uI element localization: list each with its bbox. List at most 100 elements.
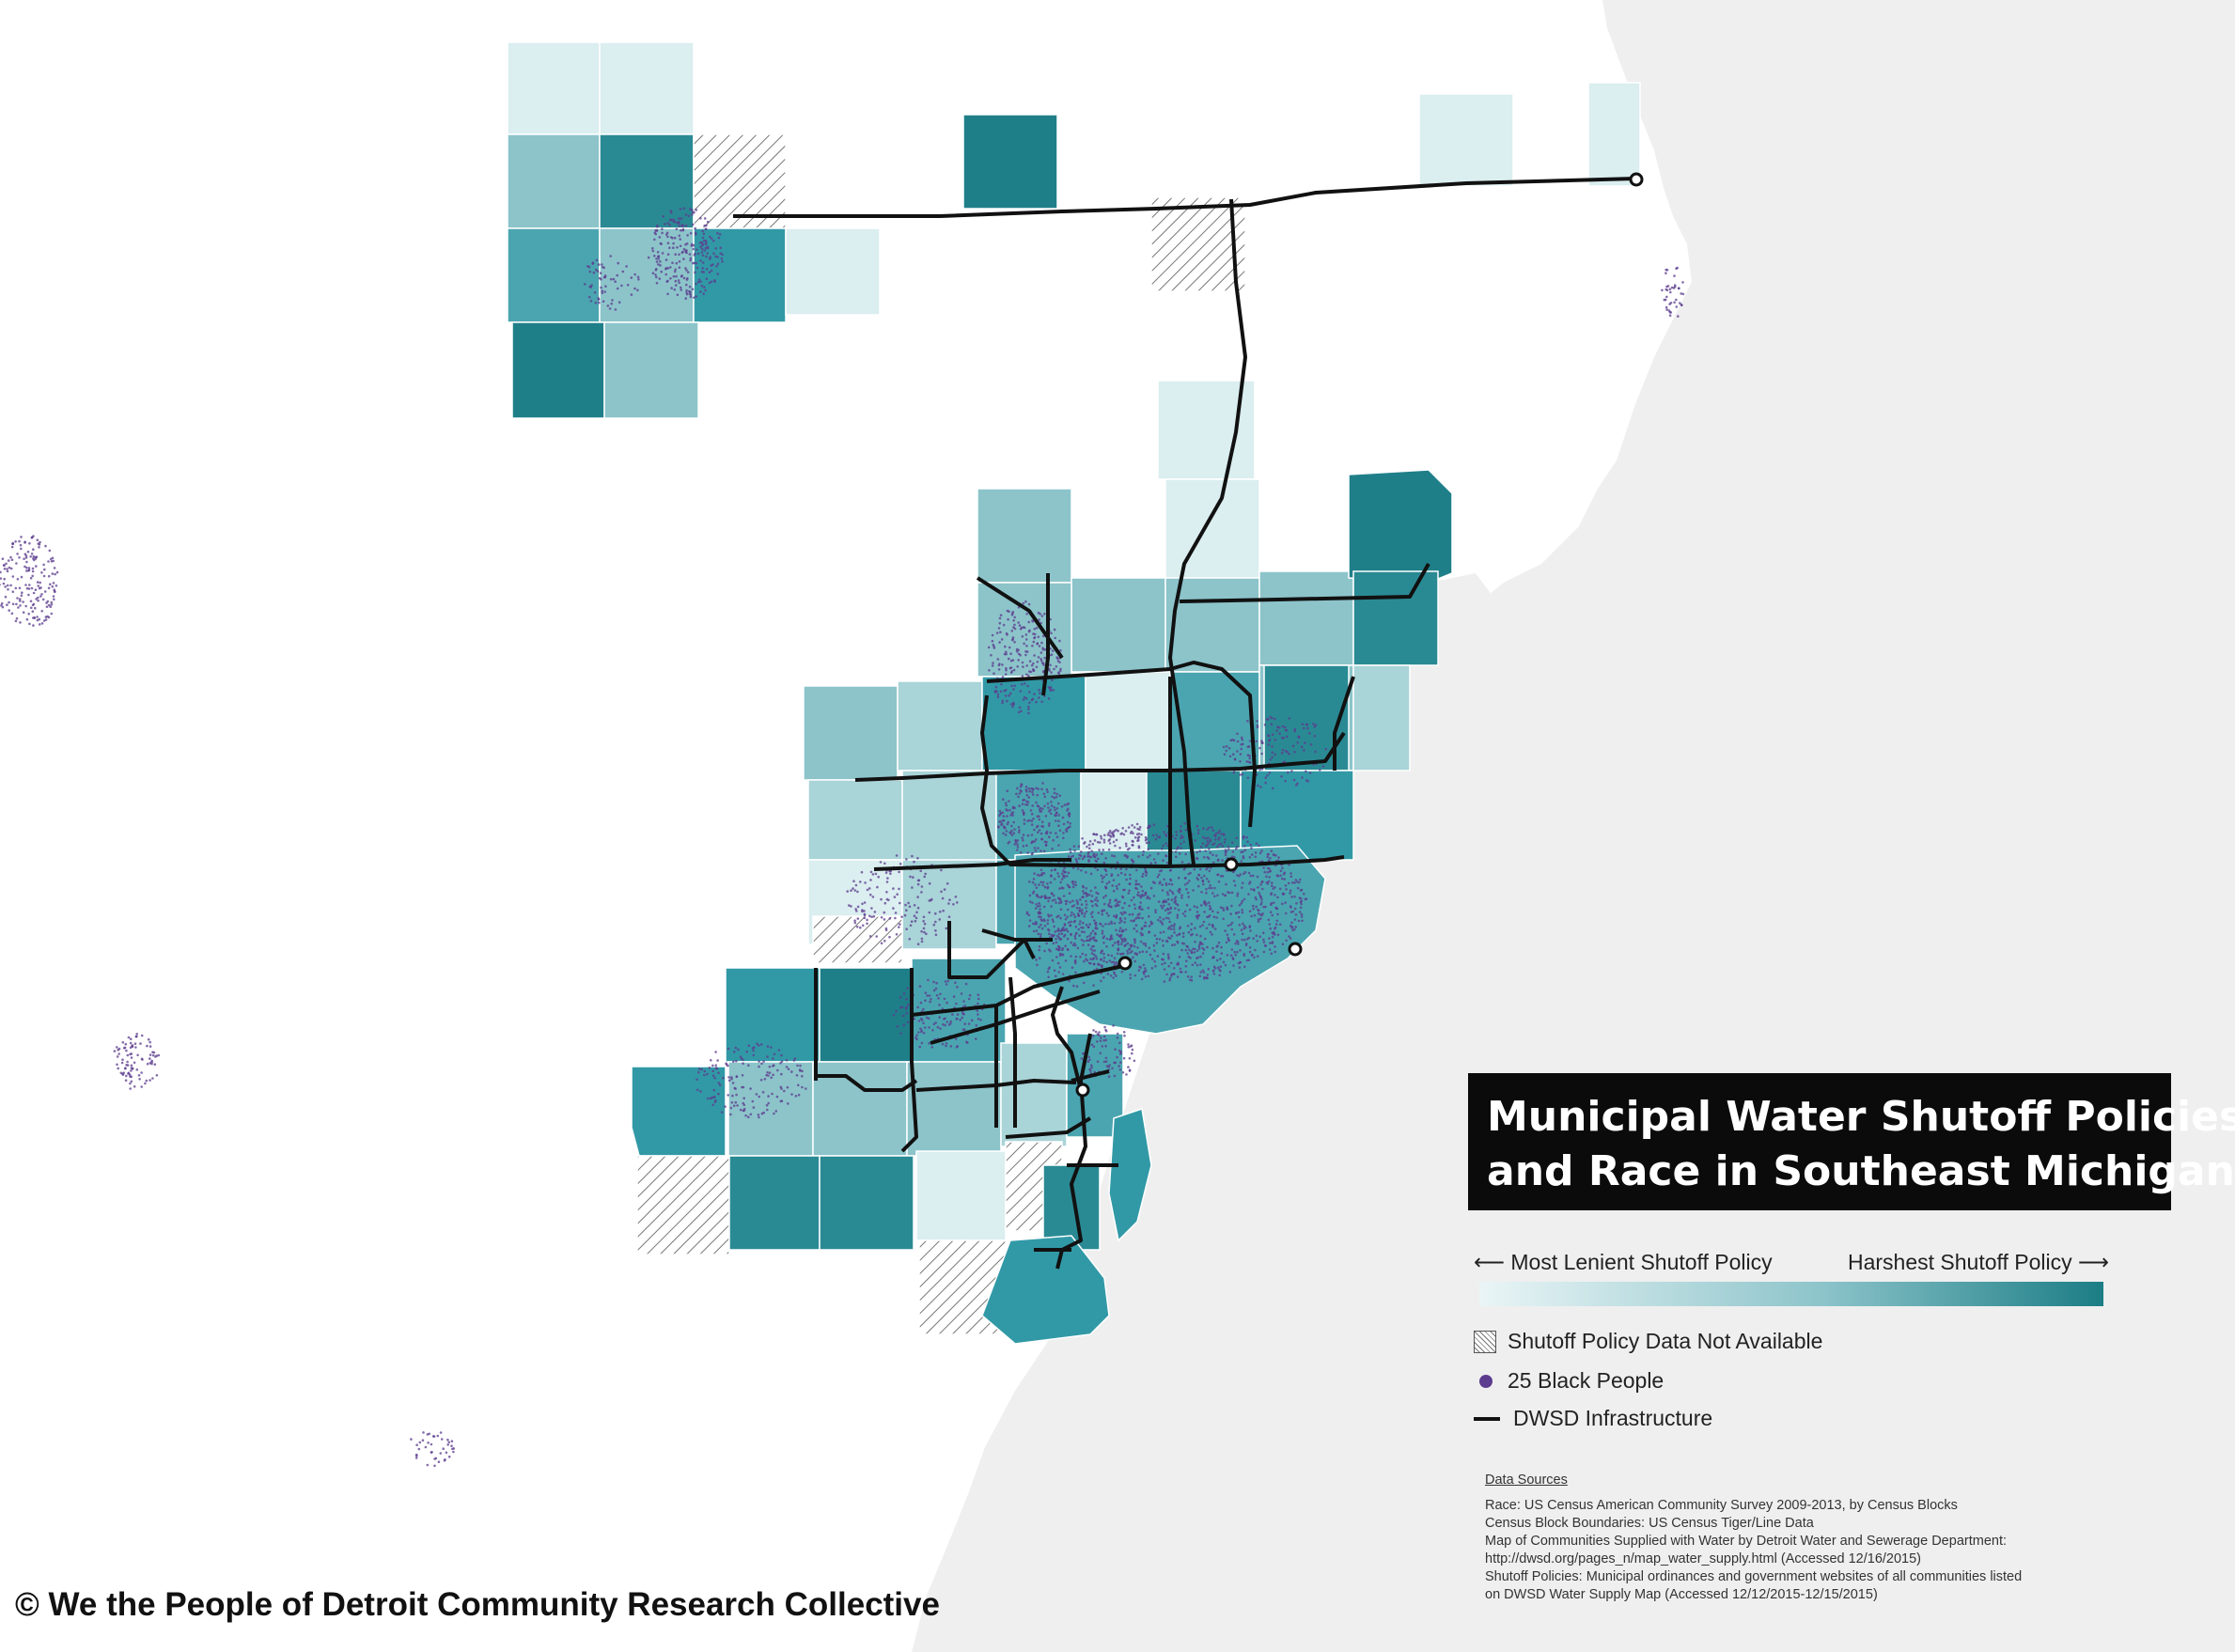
population-dot [1095,957,1099,960]
infrastructure-label: DWSD Infrastructure [1513,1406,1713,1430]
population-dot [1108,898,1112,902]
population-dot [1051,918,1055,921]
population-dot [1070,933,1072,937]
population-dot [1084,912,1086,915]
population-dot [928,994,931,997]
population-dot [1056,961,1060,965]
population-dot [767,1095,770,1098]
population-dot [1044,843,1048,847]
population-dot [998,616,1002,620]
population-dot [1035,838,1038,841]
population-dot [1226,908,1229,911]
population-dot [1049,831,1053,834]
population-dot [685,251,688,255]
population-dot [1664,298,1667,302]
population-dot [664,267,667,271]
dot-swatch-icon [1479,1374,1493,1388]
population-dot [0,577,3,580]
population-dot [1319,769,1321,771]
population-dot [1224,929,1227,932]
population-dot [1011,814,1014,817]
population-dot [1256,724,1259,727]
population-dot [1094,903,1098,906]
population-dot [1031,787,1035,791]
population-dot [898,926,900,928]
population-dot [977,997,980,1001]
population-dot [1069,924,1072,927]
population-dot [916,882,920,886]
population-dot [1094,833,1098,836]
population-dot [1067,921,1071,925]
population-dot [654,228,657,232]
population-dot [148,1057,151,1060]
population-dot [1008,657,1010,661]
population-dot [742,1058,744,1062]
population-dot [1230,904,1233,908]
population-dot [1036,824,1039,828]
population-dot [1062,836,1065,840]
population-dot [884,927,888,930]
population-dot [1180,894,1183,897]
population-dot [1104,1044,1107,1048]
population-dot [1059,908,1063,911]
population-dot [1022,698,1025,701]
population-dot [1004,802,1008,804]
population-dot [146,1044,148,1048]
population-dot [924,872,927,876]
population-dot [1277,726,1281,729]
population-dot [1012,703,1015,706]
dot-label: 25 Black People [1508,1368,1665,1393]
population-dot [439,1431,443,1434]
population-dot [1288,752,1290,756]
population-dot [757,1114,760,1116]
population-dot [1274,739,1277,741]
population-dot [1132,860,1135,864]
population-dot [655,260,659,263]
population-dot [1216,873,1220,876]
population-dot [1181,935,1185,939]
population-dot [1067,855,1071,858]
population-dot [1058,954,1062,958]
population-dot [1180,948,1183,952]
population-dot [1094,932,1097,936]
population-dot [766,1108,769,1112]
population-dot [1017,621,1020,624]
population-dot [1324,747,1327,751]
population-dot [1024,653,1027,657]
population-dot [1082,896,1085,898]
population-dot [1031,645,1034,647]
population-dot [1137,845,1141,848]
population-dot [1057,819,1060,822]
population-dot [1102,875,1105,879]
population-dot [451,1447,454,1451]
population-dot [1296,881,1299,883]
population-dot [686,234,689,237]
population-dot [690,242,694,246]
population-dot [1129,976,1133,980]
population-dot [1240,928,1243,931]
population-dot [1104,1038,1108,1042]
population-dot [1025,800,1028,803]
population-dot [1037,847,1039,849]
population-dot [1246,937,1249,941]
population-dot [1104,923,1107,926]
population-dot [617,301,621,304]
population-dot [1081,837,1084,840]
lake-water [912,0,2235,1652]
population-dot [996,695,1000,699]
population-dot [703,1069,707,1073]
population-dot [1264,944,1267,947]
population-dot [1676,266,1679,270]
population-dot [937,997,940,1000]
population-dot [17,606,20,609]
population-dot [1243,897,1246,901]
population-dot [1010,630,1014,632]
population-dot [1284,779,1287,783]
population-dot [1256,940,1258,943]
population-dot [1038,618,1040,621]
population-dot [1116,887,1118,891]
population-dot [1141,916,1144,920]
population-dot [595,268,598,272]
population-dot [414,1453,418,1457]
population-dot [432,1435,436,1438]
